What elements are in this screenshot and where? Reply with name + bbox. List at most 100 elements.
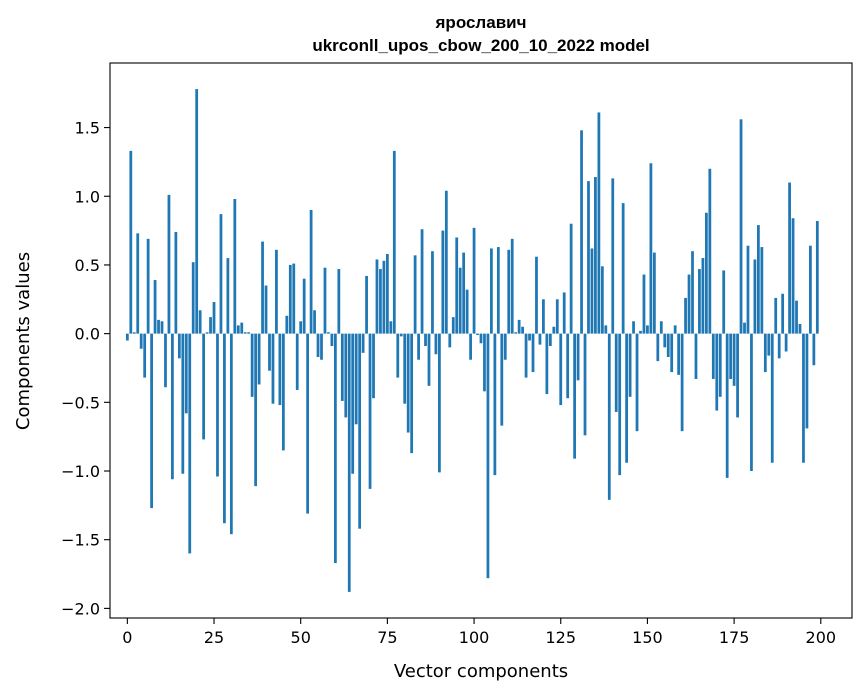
bar: [288, 264, 292, 334]
bar: [302, 278, 306, 334]
y-tick-label: 1.0: [75, 187, 100, 206]
bar: [486, 333, 490, 579]
x-tick-label: 75: [377, 628, 397, 647]
bar: [392, 150, 396, 334]
bar: [736, 333, 739, 418]
bar: [351, 333, 355, 474]
bar: [202, 333, 205, 440]
bar: [635, 333, 639, 432]
bar: [680, 333, 684, 432]
bar: [663, 333, 667, 348]
plot-frame: [109, 62, 853, 619]
bar: [559, 333, 563, 406]
y-tick-label: 1.5: [75, 119, 100, 138]
bar: [500, 333, 504, 426]
bar: [767, 333, 771, 356]
bar: [309, 209, 313, 334]
bar: [424, 333, 427, 346]
bar: [365, 275, 368, 334]
x-axis-label: Vector components: [394, 661, 568, 682]
bar: [240, 322, 244, 334]
bar: [157, 319, 160, 334]
bar: [483, 333, 486, 392]
bar: [576, 333, 580, 381]
x-tick-label: 50: [291, 628, 311, 647]
bar: [427, 333, 431, 386]
bar: [687, 274, 691, 334]
bar: [746, 245, 750, 334]
bar: [809, 245, 812, 334]
bar: [784, 333, 788, 352]
bar: [531, 333, 535, 373]
bar: [566, 333, 570, 399]
bar: [327, 332, 330, 334]
bar: [347, 333, 351, 592]
bar: [670, 333, 674, 373]
bar: [698, 269, 701, 334]
bar: [171, 333, 174, 480]
bar: [552, 326, 556, 334]
bar: [514, 332, 518, 334]
bar: [781, 293, 785, 334]
bar: [545, 333, 549, 395]
bar: [815, 220, 819, 334]
bar: [285, 315, 289, 334]
bar: [243, 332, 247, 334]
bar: [722, 270, 726, 334]
bar: [354, 333, 358, 425]
bar: [535, 256, 538, 334]
bar: [177, 333, 181, 359]
bar: [476, 333, 479, 335]
bar: [472, 227, 476, 334]
bar: [438, 333, 441, 473]
bar: [548, 333, 552, 346]
bar: [729, 333, 733, 379]
bar: [590, 248, 594, 334]
bar: [229, 333, 233, 535]
bar: [562, 292, 566, 334]
bar: [278, 333, 282, 406]
bar: [247, 332, 251, 334]
bar: [389, 321, 393, 334]
bar: [649, 163, 653, 334]
y-tick-label: 0.0: [75, 325, 100, 344]
bar: [587, 181, 590, 334]
bar: [694, 333, 698, 379]
bar: [795, 300, 798, 334]
bar: [299, 321, 303, 334]
bar: [659, 321, 663, 334]
bar: [271, 333, 275, 404]
bar: [306, 333, 310, 514]
bar: [368, 333, 372, 489]
bar: [434, 333, 438, 355]
bar: [458, 267, 462, 334]
bar: [521, 326, 524, 334]
bar: [379, 269, 382, 334]
bar: [216, 333, 219, 477]
bar: [188, 333, 192, 554]
bar: [410, 333, 414, 454]
bar: [125, 333, 129, 341]
chart-subtitle: ukrconll_upos_cbow_200_10_2022 model: [312, 36, 649, 55]
bar: [777, 333, 781, 359]
bar: [503, 333, 507, 360]
bar: [330, 333, 334, 346]
bar: [542, 299, 545, 334]
x-axis-ticks: 0 25 50 75 100 125 150 175 200: [122, 618, 836, 647]
bar: [639, 330, 642, 334]
bar: [386, 253, 389, 334]
bar: [431, 251, 434, 334]
bar: [684, 297, 687, 334]
bar: [233, 199, 237, 334]
bar: [788, 182, 791, 334]
bar: [261, 241, 264, 334]
bar: [403, 333, 407, 404]
bar: [753, 259, 757, 334]
bar: [611, 178, 615, 334]
bar: [340, 333, 344, 401]
bar: [701, 258, 705, 334]
y-tick-label: −1.5: [61, 531, 100, 550]
bar: [614, 333, 618, 412]
y-tick-label: 0.5: [75, 256, 100, 275]
